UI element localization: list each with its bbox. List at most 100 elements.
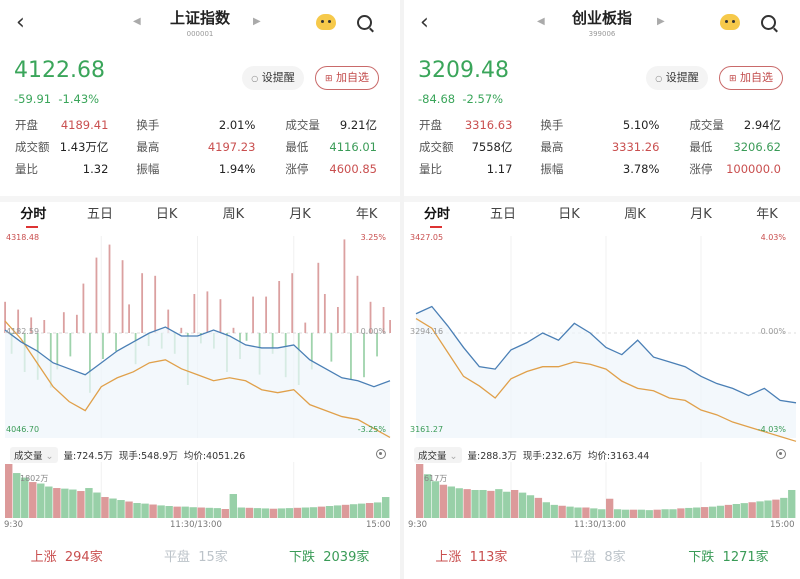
- flow-bar: [167, 309, 170, 333]
- volume-bar: [732, 503, 740, 518]
- back-icon[interactable]: ‹: [16, 10, 25, 35]
- avg-price-line: [415, 318, 797, 442]
- search-icon[interactable]: [761, 15, 776, 30]
- set-alert-button[interactable]: ○ 设提醒: [242, 66, 304, 90]
- volume-max-label: 1802万: [20, 474, 49, 483]
- chart-tabs: 分时 五日 日K 周K 月K 年K: [0, 196, 400, 228]
- intraday-chart[interactable]: [404, 232, 800, 442]
- volume-bar: [416, 464, 424, 518]
- prev-index-icon[interactable]: ◀: [537, 16, 545, 27]
- prev-index-icon[interactable]: ◀: [133, 16, 141, 27]
- stats-row: 成交额 1.43万亿 最高 4197.23 最低 4116.01: [15, 136, 377, 158]
- volume-chart[interactable]: [0, 462, 400, 522]
- axis-top-pct: 3.25%: [360, 233, 386, 242]
- volume-bar: [93, 492, 101, 518]
- add-watchlist-button[interactable]: ⊞ 加自选: [719, 66, 783, 90]
- volume-bar: [101, 497, 109, 518]
- volume-bar: [21, 477, 29, 518]
- tab-3[interactable]: 周K: [222, 207, 245, 222]
- tab-4[interactable]: 月K: [289, 207, 311, 222]
- stat-label: 振幅: [540, 162, 564, 176]
- tab-1[interactable]: 五日: [87, 207, 114, 222]
- volume-header: 成交量 ⌄ 量:724.5万 现手:548.9万 均价:4051.26: [10, 447, 390, 463]
- volume-selector[interactable]: 成交量 ⌄: [10, 447, 58, 463]
- next-index-icon[interactable]: ▶: [657, 16, 665, 27]
- unchanged-count: 8家: [604, 550, 626, 565]
- volume-bar: [661, 509, 669, 518]
- set-alert-button[interactable]: ○ 设提醒: [646, 66, 708, 90]
- volume-bar: [365, 503, 374, 518]
- change-percent: -2.57%: [462, 92, 504, 106]
- stat-label: 最低: [689, 140, 713, 154]
- flow-bar: [343, 239, 346, 333]
- axis-mid-price: 4182.59: [6, 327, 40, 336]
- page-title: 创业板指: [571, 9, 632, 27]
- volume-bar: [637, 509, 645, 518]
- volume-bar: [85, 488, 93, 518]
- volume-bar: [61, 488, 69, 518]
- volume-bar: [748, 502, 756, 518]
- volume-bar: [197, 507, 205, 518]
- search-icon[interactable]: [357, 15, 372, 30]
- volume-bar: [439, 484, 448, 518]
- stat-value: 1.43万亿: [59, 140, 109, 154]
- advancers: 上涨 294家: [31, 546, 103, 565]
- stat-value: 3.78%: [622, 162, 660, 176]
- axis-bottom-pct: -3.25%: [357, 425, 386, 434]
- tab-5[interactable]: 年K: [756, 207, 778, 222]
- flow-bar: [206, 291, 209, 333]
- stat-cell: 换手 5.10%: [540, 114, 659, 136]
- volume-bar: [245, 507, 254, 518]
- settings-icon[interactable]: [376, 449, 386, 459]
- flow-bar: [265, 296, 268, 333]
- volume-bar: [653, 509, 661, 518]
- flow-bar: [56, 333, 59, 370]
- axis-bottom-pct: -4.03%: [757, 425, 786, 434]
- volume-bar: [780, 497, 788, 518]
- flow-bar: [75, 314, 78, 333]
- tab-4[interactable]: 月K: [690, 207, 712, 222]
- tab-2[interactable]: 日K: [155, 207, 178, 222]
- volume-bar: [621, 509, 630, 518]
- decliners-label: 下跌: [288, 550, 315, 565]
- mascot-icon[interactable]: [316, 14, 336, 30]
- flow-bar: [350, 333, 352, 380]
- decliners: 下跌 1271家: [688, 546, 768, 565]
- stat-cell: 最低 3206.62: [689, 136, 781, 158]
- tab-1[interactable]: 五日: [489, 207, 516, 222]
- tab-2[interactable]: 日K: [558, 207, 580, 222]
- index-code: 399006: [588, 30, 616, 38]
- stat-cell: 成交额 1.43万亿: [15, 136, 108, 158]
- chevron-down-icon: ⌄: [449, 451, 458, 462]
- tab-5[interactable]: 年K: [355, 207, 378, 222]
- tab-3[interactable]: 周K: [624, 207, 646, 222]
- volume-selector[interactable]: 成交量 ⌄: [414, 447, 462, 463]
- stat-label: 开盘: [419, 118, 442, 132]
- volume-bar: [495, 489, 503, 518]
- intraday-chart[interactable]: [0, 232, 400, 442]
- volume-bar: [149, 504, 157, 518]
- volume-bar: [293, 507, 302, 518]
- volume-bar: [285, 508, 294, 518]
- mascot-icon[interactable]: [720, 14, 740, 30]
- axis-mid-pct: 0.00%: [760, 327, 786, 336]
- flow-bar: [245, 333, 248, 341]
- tab-0[interactable]: 分时: [0, 204, 67, 228]
- flow-bar: [219, 299, 222, 333]
- stat-value: 1.17: [486, 162, 513, 176]
- stat-label: 成交额: [15, 140, 50, 154]
- back-icon[interactable]: ‹: [420, 10, 429, 35]
- price-line: [4, 326, 391, 388]
- stat-cell: 量比 1.17: [419, 158, 512, 180]
- tab-0[interactable]: 分时: [404, 204, 470, 228]
- stat-label: 成交额: [419, 140, 454, 154]
- volume-bar: [724, 504, 733, 518]
- volume-chart[interactable]: [404, 462, 800, 522]
- volume-bar: [69, 489, 77, 518]
- settings-icon[interactable]: [776, 449, 786, 459]
- add-watchlist-label: 加自选: [336, 71, 370, 84]
- add-watchlist-button[interactable]: ⊞ 加自选: [315, 66, 379, 90]
- next-index-icon[interactable]: ▶: [253, 16, 261, 27]
- volume-bar: [77, 491, 85, 518]
- stat-cell: 成交量 2.94亿: [689, 114, 781, 136]
